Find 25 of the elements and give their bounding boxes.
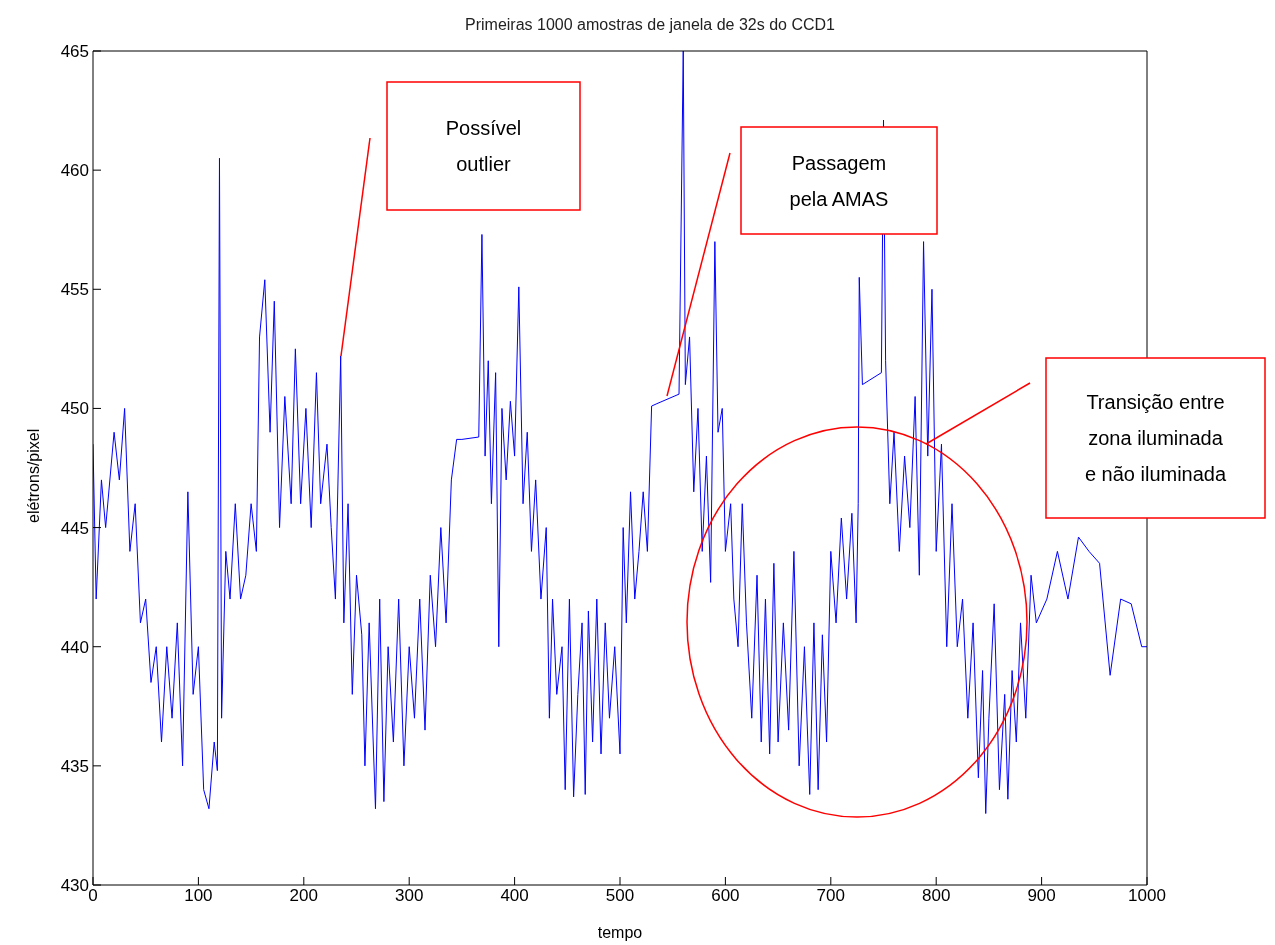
y-tick-label: 465 xyxy=(60,42,89,62)
x-tick-label: 200 xyxy=(289,886,318,906)
chart-title: Primeiras 1000 amostras de janela de 32s do CCD1 xyxy=(465,16,835,33)
x-tick-label: 100 xyxy=(184,886,213,906)
y-tick-label: 445 xyxy=(60,518,89,538)
x-tick-label: 0 xyxy=(88,886,98,906)
x-tick-label: 700 xyxy=(816,886,845,906)
x-tick-label: 400 xyxy=(500,886,529,906)
annotation: Transição entre zona iluminada e não iluminada xyxy=(1084,391,1227,485)
y-tick-label: 440 xyxy=(60,637,89,657)
x-tick-label: 600 xyxy=(711,886,740,906)
y-axis-title: elétrons/pixel xyxy=(24,428,42,523)
y-tick-label: 435 xyxy=(60,756,89,776)
x-tick-label: 1000 xyxy=(1128,886,1166,906)
x-tick-label: 300 xyxy=(395,886,424,906)
x-tick-label: 900 xyxy=(1027,886,1056,906)
annotation: Possível outlier xyxy=(445,117,522,175)
x-tick-label: 500 xyxy=(605,886,635,906)
annotation: Passagem pela AMAS xyxy=(789,151,889,210)
y-tick-label: 460 xyxy=(60,161,89,181)
y-tick-label: 430 xyxy=(60,876,89,896)
x-axis-title: tempo xyxy=(597,924,643,941)
x-tick-label: 800 xyxy=(922,886,951,906)
y-tick-label: 455 xyxy=(60,280,89,300)
y-tick-label: 450 xyxy=(60,399,89,419)
